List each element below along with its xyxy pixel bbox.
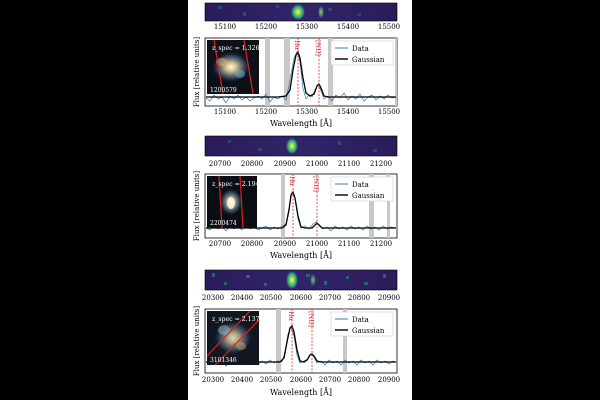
line-label-nii: [NII] <box>314 40 322 56</box>
sky-bands <box>281 174 390 238</box>
panel-2200474: 20700 20800 20900 21000 21100 21200 Hα [… <box>193 135 398 260</box>
tick-label: 20300 <box>202 376 224 384</box>
tick-label: 20600 <box>290 376 312 384</box>
tick-label: 20800 <box>348 294 370 302</box>
figure-canvas: 15100 15200 15300 15400 15500 Hα [NII] z… <box>193 2 400 397</box>
spectrum-2d-noise <box>218 5 361 16</box>
tick-label: 15300 <box>296 23 318 31</box>
tick-label: 21200 <box>370 240 392 248</box>
spectrum-2d-ticks: 20300 20400 20500 20600 20700 20800 2090… <box>202 294 400 302</box>
tick-label: 20500 <box>260 294 282 302</box>
inset-id: 3101346 <box>210 357 237 364</box>
panel-3101346: 20300 20400 20500 20600 20700 20800 2090… <box>193 269 400 397</box>
tick-label: 15300 <box>296 108 318 116</box>
spectrum-2d <box>204 135 398 157</box>
x-axis-label: Wavelength [Å] <box>270 119 332 128</box>
gaussian-fit <box>206 324 396 363</box>
tick-label: 20800 <box>241 160 263 168</box>
legend-data: Data <box>352 316 369 324</box>
legend-gaussian: Gaussian <box>352 192 385 200</box>
legend-gaussian: Gaussian <box>352 56 385 64</box>
inset-id: 2200474 <box>210 220 237 227</box>
panel-1200579: 15100 15200 15300 15400 15500 Hα [NII] z… <box>193 2 400 128</box>
line-label-halpha: Hα <box>287 311 295 322</box>
tick-label: 20700 <box>319 294 341 302</box>
line-label-nii: [NII] <box>307 311 315 327</box>
tick-label: 15400 <box>337 108 359 116</box>
tick-label: 15200 <box>255 23 277 31</box>
line-label-nii: [NII] <box>312 176 320 192</box>
x-axis-label: Wavelength [Å] <box>270 388 332 397</box>
x-ticks: 15100 15200 15300 15400 15500 <box>214 108 400 116</box>
tick-label: 21100 <box>338 240 360 248</box>
legend: Data Gaussian <box>330 176 394 202</box>
legend: Data Gaussian <box>330 40 394 66</box>
inset-redshift: z_spec = 2.137 <box>212 316 260 323</box>
tick-label: 15200 <box>255 108 277 116</box>
tick-label: 20700 <box>209 240 231 248</box>
gaussian-fit <box>206 50 396 98</box>
x-ticks: 20300 20400 20500 20600 20700 20800 2090… <box>202 376 400 384</box>
tick-label: 21000 <box>306 160 328 168</box>
y-axis-label: Flux [relative units] <box>193 37 201 107</box>
tick-label: 20400 <box>231 376 253 384</box>
legend-data: Data <box>352 45 369 53</box>
tick-label: 20800 <box>348 376 370 384</box>
sky-bands <box>276 309 347 373</box>
inset-id: 1200579 <box>210 87 237 94</box>
tick-label: 20700 <box>209 160 231 168</box>
tick-label: 20700 <box>319 376 341 384</box>
tick-label: 20800 <box>241 240 263 248</box>
y-axis-label: Flux [relative units] <box>193 306 201 376</box>
legend-data: Data <box>352 181 369 189</box>
inset-redshift: z_spec = 1.326 <box>212 45 260 52</box>
tick-label: 20500 <box>260 376 282 384</box>
line-label-halpha: Hα <box>293 40 301 51</box>
gaussian-fit <box>206 190 396 229</box>
tick-label: 20900 <box>378 376 400 384</box>
y-axis-label: Flux [relative units] <box>193 171 201 241</box>
tick-label: 20400 <box>231 294 253 302</box>
inset-redshift: z_spec = 2.194 <box>212 181 260 188</box>
tick-label: 15500 <box>378 108 400 116</box>
spectrum-2d <box>204 269 398 291</box>
tick-label: 15500 <box>378 23 400 31</box>
spectrum-2d-ticks: 20700 20800 20900 21000 21100 21200 <box>209 160 392 168</box>
legend: Data Gaussian <box>330 311 394 337</box>
spectrum-2d-ticks: 15100 15200 15300 15400 15500 <box>214 23 400 31</box>
x-ticks: 20700 20800 20900 21000 21100 21200 <box>209 240 392 248</box>
tick-label: 20900 <box>274 240 296 248</box>
inset-image: z_spec = 2.194 2200474 <box>207 175 260 229</box>
sky-bands <box>265 38 397 106</box>
spectrum-2d <box>204 2 398 22</box>
tick-label: 15100 <box>214 108 236 116</box>
tick-label: 21100 <box>338 160 360 168</box>
tick-label: 15400 <box>337 23 359 31</box>
tick-label: 20300 <box>202 294 224 302</box>
tick-label: 20900 <box>378 294 400 302</box>
inset-image: z_spec = 2.137 3101346 <box>206 310 260 366</box>
x-axis-label: Wavelength [Å] <box>270 251 332 260</box>
tick-label: 21000 <box>306 240 328 248</box>
line-label-halpha: Hα <box>288 176 296 187</box>
tick-label: 15100 <box>214 23 236 31</box>
tick-label: 20900 <box>274 160 296 168</box>
tick-label: 21200 <box>370 160 392 168</box>
tick-label: 20600 <box>290 294 312 302</box>
legend-gaussian: Gaussian <box>352 327 385 335</box>
figure: 15100 15200 15300 15400 15500 Hα [NII] z… <box>188 0 412 400</box>
inset-image: z_spec = 1.326 1200579 <box>207 39 260 95</box>
